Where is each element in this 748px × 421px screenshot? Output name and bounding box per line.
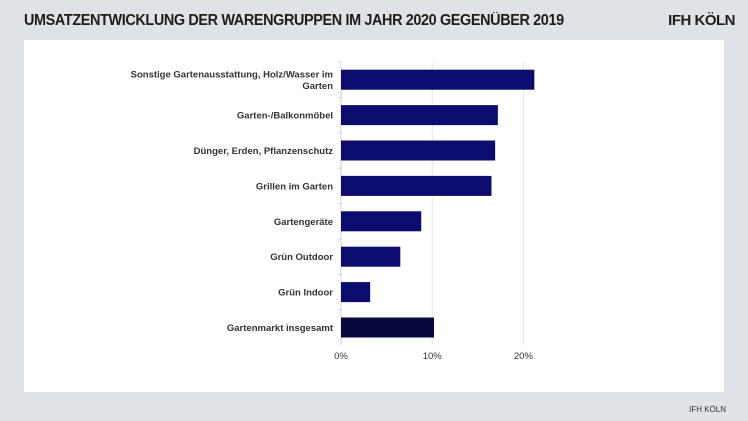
category-label: Gartengeräte (274, 217, 333, 228)
bar (341, 282, 371, 303)
page-title: UMSATZENTWICKLUNG DER WARENGRUPPEN IM JA… (24, 12, 564, 29)
category-label: Garten-/Balkonmöbel (237, 111, 333, 122)
bar (341, 246, 401, 267)
bar (341, 69, 535, 90)
bar (341, 140, 496, 161)
category-label: Dünger, Erden, Pflanzenschutz (194, 146, 334, 157)
category-label: Grillen im Garten (256, 181, 333, 192)
bar (341, 211, 422, 232)
bar (341, 175, 492, 196)
category-label: Sonstige Gartenausstattung, Holz/Wasser … (131, 69, 333, 80)
category-label: Garten (302, 81, 333, 92)
bar (341, 105, 498, 126)
x-tick-label: 20% (514, 351, 534, 362)
category-label: Gartenmarkt insgesamt (227, 323, 334, 334)
source-footer: IFH KÖLN (689, 405, 726, 414)
x-tick-label: 0% (334, 351, 348, 362)
category-label: Grün Outdoor (270, 252, 333, 263)
category-label: Grün Indoor (278, 288, 333, 299)
brand-logo: IFH KÖLN (668, 12, 735, 29)
x-tick-label: 10% (423, 351, 443, 362)
bar (341, 317, 435, 338)
